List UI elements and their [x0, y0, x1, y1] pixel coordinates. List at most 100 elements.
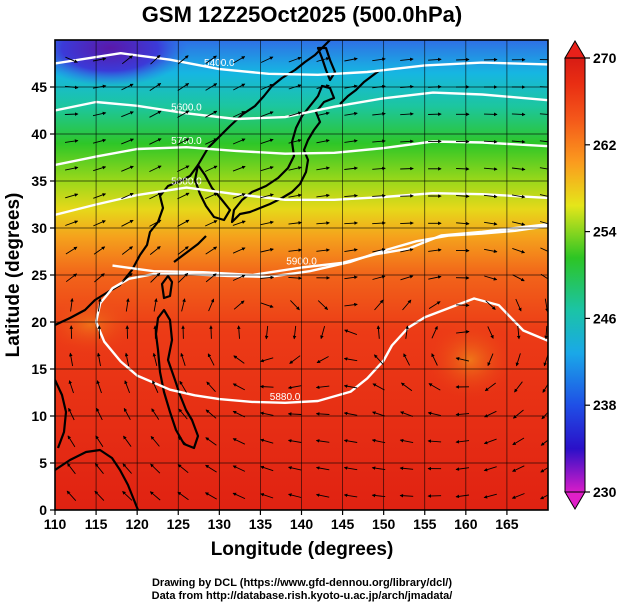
- wind-arrow: [95, 435, 104, 448]
- wind-arrow: [511, 221, 526, 226]
- wind-arrow: [374, 299, 384, 311]
- wind-arrow: [260, 56, 274, 63]
- wind-arrow: [64, 112, 79, 116]
- wind-arrow: [455, 412, 470, 417]
- wind-arrow: [483, 194, 498, 199]
- wind-arrow: [124, 380, 131, 394]
- wind-arrow: [70, 298, 74, 312]
- wind-arrow: [540, 467, 548, 473]
- wind-arrow: [69, 352, 74, 367]
- wind-arrow: [151, 408, 160, 420]
- wind-arrow: [180, 352, 186, 366]
- wind-arrow: [287, 439, 302, 443]
- wind-arrow: [179, 380, 187, 393]
- wind-arrow: [483, 139, 498, 144]
- wind-arrow: [232, 274, 246, 281]
- colorbar-tick-label: 270: [593, 50, 617, 66]
- y-tick-label: 40: [31, 126, 47, 142]
- wind-arrow: [177, 246, 189, 255]
- wind-arrow: [315, 466, 330, 471]
- wind-arrow: [540, 494, 548, 500]
- grid: [55, 40, 548, 510]
- contour-line: [55, 52, 548, 76]
- x-axis: 110 115 120 125 130 135 140 145 150 155 160 165: [44, 510, 519, 532]
- wind-arrow: [320, 325, 326, 340]
- wind-arrow: [431, 353, 438, 366]
- wind-arrow: [121, 138, 134, 145]
- wind-arrow: [177, 491, 189, 501]
- wind-arrow: [123, 407, 131, 421]
- wind-arrow: [400, 139, 414, 144]
- wind-arrow: [539, 167, 548, 170]
- wind-arrow: [343, 357, 358, 362]
- y-tick-label: 35: [31, 173, 47, 189]
- wind-arrow: [150, 435, 160, 447]
- wind-arrow: [542, 383, 548, 393]
- wind-arrow: [260, 411, 274, 416]
- wind-arrow: [259, 384, 274, 389]
- wind-arrow: [65, 56, 78, 63]
- contour-label: 5880.0: [270, 392, 301, 403]
- wind-arrow: [96, 407, 103, 421]
- wind-arrow: [205, 138, 218, 145]
- wind-arrow: [288, 248, 302, 252]
- wind-arrow: [541, 411, 548, 420]
- wind-arrow: [288, 138, 302, 144]
- wind-arrow: [67, 435, 76, 448]
- wind-arrow: [487, 353, 494, 367]
- colorbar: 230 238 246 254 262 270: [564, 40, 617, 510]
- wind-arrow: [431, 325, 438, 339]
- wind-arrow: [400, 57, 414, 62]
- wind-arrow: [288, 493, 302, 498]
- wind-arrow: [65, 193, 79, 199]
- wind-arrow: [292, 325, 297, 340]
- wind-arrow: [66, 490, 77, 502]
- wind-arrow: [149, 192, 162, 200]
- y-tick-label: 5: [39, 455, 47, 471]
- wind-arrow: [511, 194, 526, 199]
- wind-arrow: [287, 385, 302, 390]
- borneo-coast: [55, 448, 140, 510]
- wind-arrow: [484, 275, 498, 281]
- wind-arrow: [178, 436, 189, 447]
- wind-arrow: [512, 409, 524, 419]
- warm-spot-east: [425, 320, 515, 400]
- wind-arrow: [317, 300, 329, 311]
- wind-arrow: [65, 246, 78, 255]
- wind-arrow: [456, 57, 470, 62]
- colorbar-tick-label: 230: [593, 484, 617, 500]
- wind-arrow: [515, 353, 521, 367]
- wind-arrow: [290, 300, 300, 311]
- wind-arrow: [288, 466, 302, 471]
- colorbar-min-triangle: [564, 491, 586, 510]
- wind-arrow: [287, 412, 302, 416]
- wind-arrow: [64, 139, 79, 143]
- wind-arrow: [372, 112, 386, 116]
- wind-arrow: [288, 111, 302, 117]
- contour-label: 5800.0: [171, 177, 202, 188]
- x-tick-label: 135: [249, 516, 273, 532]
- wind-arrow: [516, 325, 521, 340]
- wind-arrow: [232, 465, 246, 472]
- wind-arrow: [372, 193, 386, 198]
- wind-arrow: [539, 140, 548, 143]
- wind-arrow: [456, 221, 470, 226]
- x-tick-label: 160: [454, 516, 478, 532]
- wind-arrow: [372, 411, 386, 417]
- wind-arrow: [456, 167, 470, 171]
- x-tick-label: 115: [85, 516, 108, 532]
- x-axis-label: Longitude (degrees): [211, 539, 394, 560]
- wind-arrow: [260, 138, 274, 145]
- wind-arrow: [344, 329, 358, 336]
- wind-arrow: [96, 380, 102, 394]
- wind-arrow: [400, 112, 414, 116]
- wind-arrow: [121, 246, 133, 255]
- x-tick-label: 110: [44, 516, 67, 532]
- wind-arrow: [121, 192, 134, 200]
- wind-arrow: [514, 381, 523, 393]
- wind-arrow: [344, 166, 358, 171]
- wind-arrow: [483, 438, 497, 445]
- colorbar-ticks: 230 238 246 254 262 270: [585, 50, 617, 500]
- wind-arrow: [515, 298, 522, 312]
